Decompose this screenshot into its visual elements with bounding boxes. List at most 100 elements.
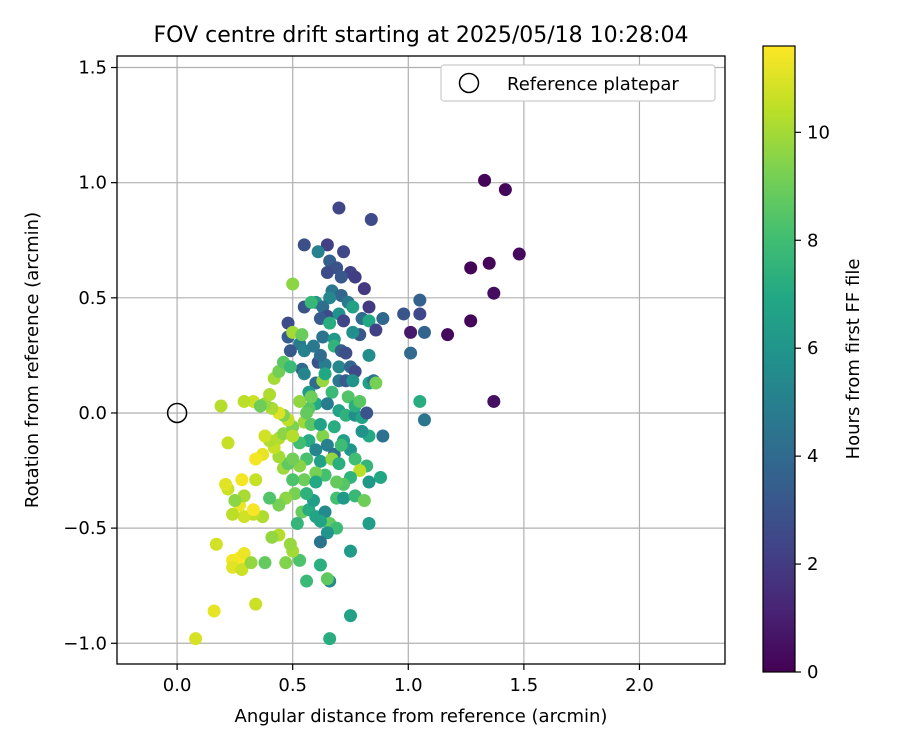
data-point [237,394,251,408]
data-point [286,473,300,487]
data-point [300,574,314,588]
data-point [226,507,240,521]
data-point [323,291,337,305]
data-point [478,173,492,187]
data-point [279,556,293,570]
colorbar-tick-label: 2 [807,554,818,575]
colorbar: 0 2 4 6 8 10 Hours from first FF file [762,45,864,683]
data-point [353,394,367,408]
x-tick-label: 1.5 [510,675,539,696]
data-point [413,307,427,321]
data-point [300,487,314,501]
y-tick-label: 0.0 [78,403,107,424]
data-point [249,597,263,611]
data-point [320,526,334,540]
data-point [337,314,351,328]
colorbar-tick-label: 8 [807,230,818,251]
data-point [283,360,297,374]
data-point [357,493,371,507]
data-point [286,452,300,466]
data-point [487,286,501,300]
data-point [323,316,337,330]
data-point [221,436,235,450]
y-axis-label: Rotation from reference (arcmin) [22,212,43,508]
data-point [307,339,321,353]
data-point [339,408,353,422]
data-point [313,454,327,468]
data-point [332,360,346,374]
x-tick-label: 2.0 [625,675,654,696]
data-point [189,632,203,646]
data-point [327,420,341,434]
data-point [304,390,318,404]
data-point [214,399,228,413]
data-point [309,443,323,457]
data-point [313,514,327,528]
data-point [343,544,357,558]
data-point [283,537,297,551]
data-point [300,406,314,420]
colorbar-tick-label: 10 [807,122,830,143]
data-point [332,201,346,215]
data-point [362,348,376,362]
data-point [512,247,526,261]
reference-platepar-marker [166,402,188,424]
data-point [290,517,304,531]
data-point [258,556,272,570]
data-point [293,553,307,567]
y-tick-label: 1.0 [78,173,107,194]
data-point [330,475,344,489]
data-point [482,256,496,270]
x-axis-label: Angular distance from reference (arcmin) [235,706,608,727]
data-point [235,563,249,577]
data-point [374,470,388,484]
data-point [313,417,327,431]
data-point [376,312,390,326]
x-tick-label: 1.0 [394,675,423,696]
data-point [263,388,277,402]
data-point [346,300,360,314]
data-point [320,238,334,252]
data-point [316,330,330,344]
y-tick-label: 0.5 [78,288,107,309]
legend-label: Reference platepar [507,74,679,95]
data-point [346,325,360,339]
data-point [323,632,337,646]
colorbar-tick-label: 6 [807,338,818,359]
colorbar-tick-label: 4 [807,446,818,467]
data-point [339,346,353,360]
data-point [311,245,325,259]
data-point [320,397,334,411]
data-point [364,213,378,227]
data-point [318,367,332,381]
data-point [272,498,286,512]
data-point [413,394,427,408]
chart-title: FOV centre drift starting at 2025/05/18 … [154,23,689,48]
grid-lines [117,56,725,664]
x-axis-ticks: 0.0 0.5 1.0 1.5 2.0 [163,664,654,696]
y-tick-label: −1.0 [63,633,107,654]
data-point [295,328,309,342]
y-tick-label: −0.5 [63,518,107,539]
colorbar-ticks: 0 2 4 6 8 10 [795,122,830,683]
data-point [293,394,307,408]
data-point [348,452,362,466]
data-points [189,173,526,646]
data-point [369,376,383,390]
data-point [313,558,327,572]
data-point [362,314,376,328]
data-point [297,367,311,381]
data-point [332,457,346,471]
data-point [313,535,327,549]
data-point [207,604,221,618]
data-point [304,417,318,431]
data-point [417,325,431,339]
data-point [219,477,233,491]
data-point [320,438,334,452]
data-point [346,374,360,388]
data-point [244,556,258,570]
data-point [369,323,383,337]
data-point [355,424,369,438]
data-point [348,270,362,284]
